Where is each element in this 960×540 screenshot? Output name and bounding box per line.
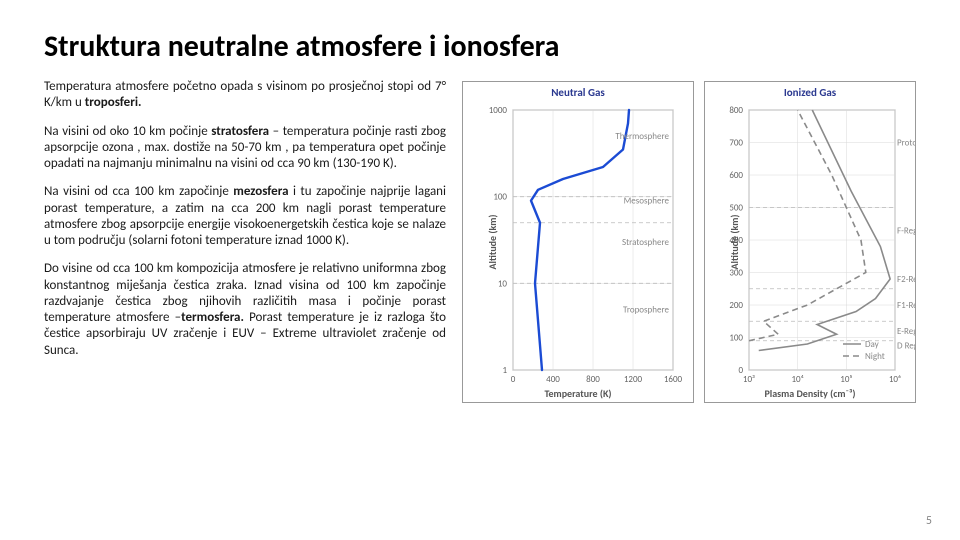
- svg-text:800: 800: [586, 374, 600, 385]
- p2-text-a: Na visini od oko 10 km počinje: [44, 124, 211, 139]
- svg-text:1200: 1200: [624, 374, 643, 385]
- svg-text:800: 800: [729, 105, 743, 116]
- svg-text:E-Region: E-Region: [897, 326, 915, 337]
- svg-text:F1-Region: F1-Region: [897, 300, 915, 311]
- svg-text:700: 700: [729, 138, 743, 149]
- fig-ionized-gas: Ionized Gas Altitude (km) Plasma Density…: [704, 81, 916, 403]
- svg-text:0: 0: [738, 365, 743, 376]
- fig-neutral-gas: Neutral Gas Altitude (km) Temperature (K…: [462, 81, 694, 403]
- figA-xlabel: Temperature (K): [463, 387, 693, 400]
- p1-bold: troposferi.: [85, 95, 142, 110]
- svg-text:10³: 10³: [743, 374, 755, 385]
- svg-text:Thermosphere: Thermosphere: [615, 131, 669, 142]
- figA-title: Neutral Gas: [463, 86, 693, 99]
- paragraph-4: Do visine od cca 100 km kompozicija atmo…: [44, 261, 446, 359]
- figB-xlabel: Plasma Density (cm⁻³): [705, 387, 915, 400]
- svg-text:0: 0: [511, 374, 516, 385]
- svg-text:F-Region: F-Region: [897, 225, 915, 236]
- svg-text:Stratosphere: Stratosphere: [622, 237, 669, 248]
- page-number: 5: [926, 514, 932, 528]
- body-row: Temperatura atmosfere početno opada s vi…: [44, 79, 916, 403]
- svg-text:100: 100: [729, 333, 743, 344]
- page-title: Struktura neutralne atmosfere i ionosfer…: [44, 28, 916, 65]
- svg-text:10⁴: 10⁴: [791, 374, 803, 385]
- svg-text:1000: 1000: [489, 105, 508, 116]
- svg-text:10⁶: 10⁶: [889, 374, 901, 385]
- paragraph-1: Temperatura atmosfere početno opada s vi…: [44, 79, 446, 112]
- svg-text:400: 400: [546, 374, 560, 385]
- svg-text:Night: Night: [865, 351, 885, 362]
- svg-text:1: 1: [502, 365, 507, 376]
- figA-ylabel: Altitude (km): [486, 214, 499, 269]
- svg-text:1600: 1600: [664, 374, 683, 385]
- figB-ylabel: Altitude (km): [728, 214, 741, 269]
- svg-text:600: 600: [729, 170, 743, 181]
- svg-text:F2-Region: F2-Region: [897, 274, 915, 285]
- figB-title: Ionized Gas: [705, 86, 915, 99]
- svg-text:Troposphere: Troposphere: [623, 304, 670, 315]
- paragraph-2: Na visini od oko 10 km počinje stratosfe…: [44, 124, 446, 173]
- slide: Struktura neutralne atmosfere i ionosfer…: [0, 0, 960, 540]
- p3-bold: mezosfera: [233, 184, 288, 199]
- text-column: Temperatura atmosfere početno opada s vi…: [44, 79, 446, 403]
- svg-text:500: 500: [729, 203, 743, 214]
- svg-text:100: 100: [493, 192, 507, 203]
- paragraph-3: Na visini od cca 100 km započinje mezosf…: [44, 184, 446, 249]
- svg-text:D Region: D Region: [897, 341, 915, 352]
- p3-text-a: Na visini od cca 100 km započinje: [44, 184, 233, 199]
- svg-text:200: 200: [729, 300, 743, 311]
- p2-bold: stratosfera: [211, 124, 269, 139]
- figures-row: Neutral Gas Altitude (km) Temperature (K…: [462, 81, 916, 403]
- svg-text:10⁵: 10⁵: [840, 374, 852, 385]
- p4-bold: termosfera.: [181, 310, 244, 325]
- svg-text:Protonosphere: Protonosphere: [897, 138, 915, 149]
- svg-text:Mesosphere: Mesosphere: [624, 196, 670, 207]
- svg-text:Day: Day: [865, 339, 880, 350]
- svg-text:10: 10: [498, 278, 508, 289]
